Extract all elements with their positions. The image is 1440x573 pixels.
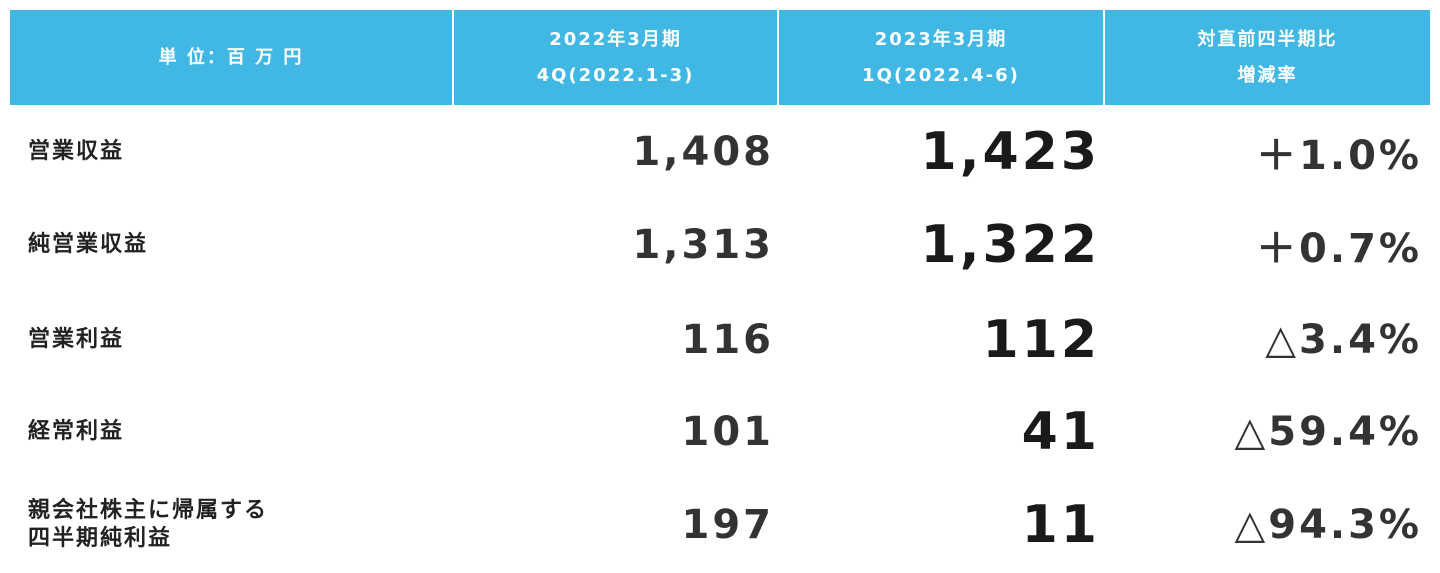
row-label-line: 営業収益 xyxy=(28,139,125,164)
row-label-line: 純営業収益 xyxy=(28,232,149,257)
cell-value: △3.4% xyxy=(1265,317,1422,363)
cell-value: 1,322 xyxy=(920,215,1100,275)
row-label-line: 四半期純利益 xyxy=(28,526,173,551)
header-text: 対直前四半期比 xyxy=(1197,28,1338,50)
cell-value: ＋0.7% xyxy=(1256,226,1422,272)
cell-value: 41 xyxy=(1021,402,1100,462)
row-label: 経常利益 xyxy=(28,418,124,446)
header-text: 単 位：百 万 円 xyxy=(158,46,304,68)
row-label-line: 営業利益 xyxy=(28,327,125,352)
row-label-line: 親会社株主に帰属する xyxy=(28,498,269,523)
cell-value: 197 xyxy=(681,502,774,548)
cell-value: △94.3% xyxy=(1234,502,1422,548)
row-label-line: 経常利益 xyxy=(28,419,125,444)
header-text: 1Q(2022.4-6) xyxy=(862,64,1020,86)
header-cell: 対直前四半期比 増減率 xyxy=(1105,10,1430,105)
cell-value: 1,313 xyxy=(632,222,774,268)
header-text: 増減率 xyxy=(1237,64,1298,86)
row-label: 純営業収益 xyxy=(28,231,148,259)
row-label: 親会社株主に帰属する 四半期純利益 xyxy=(28,497,268,553)
cell-value: △59.4% xyxy=(1234,409,1422,455)
row-label: 営業収益 xyxy=(28,138,124,166)
header-text: 4Q(2022.1-3) xyxy=(536,64,695,86)
cell-value: 116 xyxy=(681,317,774,363)
cell-value: 101 xyxy=(681,409,774,455)
header-cell: 2022年3月期 4Q(2022.1-3) xyxy=(454,10,777,105)
header-text: 2023年3月期 xyxy=(874,28,1008,50)
cell-value: ＋1.0% xyxy=(1256,133,1422,179)
row-label: 営業利益 xyxy=(28,326,124,354)
cell-value: 1,423 xyxy=(920,122,1100,182)
header-cell: 2023年3月期 1Q(2022.4-6) xyxy=(779,10,1103,105)
header-text: 2022年3月期 xyxy=(549,28,682,50)
cell-value: 11 xyxy=(1021,495,1100,555)
header-cell: 単 位：百 万 円 xyxy=(10,10,452,105)
cell-value: 1,408 xyxy=(632,129,774,175)
cell-value: 112 xyxy=(982,310,1100,370)
